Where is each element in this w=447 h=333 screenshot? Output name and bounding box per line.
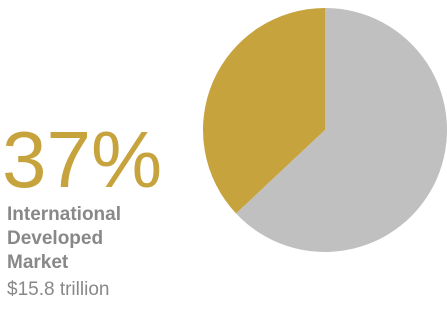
- pie-slice-remainder: [236, 8, 447, 252]
- segment-value: $15.8 trillion: [7, 279, 110, 300]
- pie-chart-container: [200, 5, 447, 255]
- segment-label: International Developed Market: [7, 204, 122, 273]
- pie-slice-highlight: [203, 8, 325, 214]
- percent-value: 37%: [2, 115, 163, 204]
- pie-chart: [203, 8, 447, 252]
